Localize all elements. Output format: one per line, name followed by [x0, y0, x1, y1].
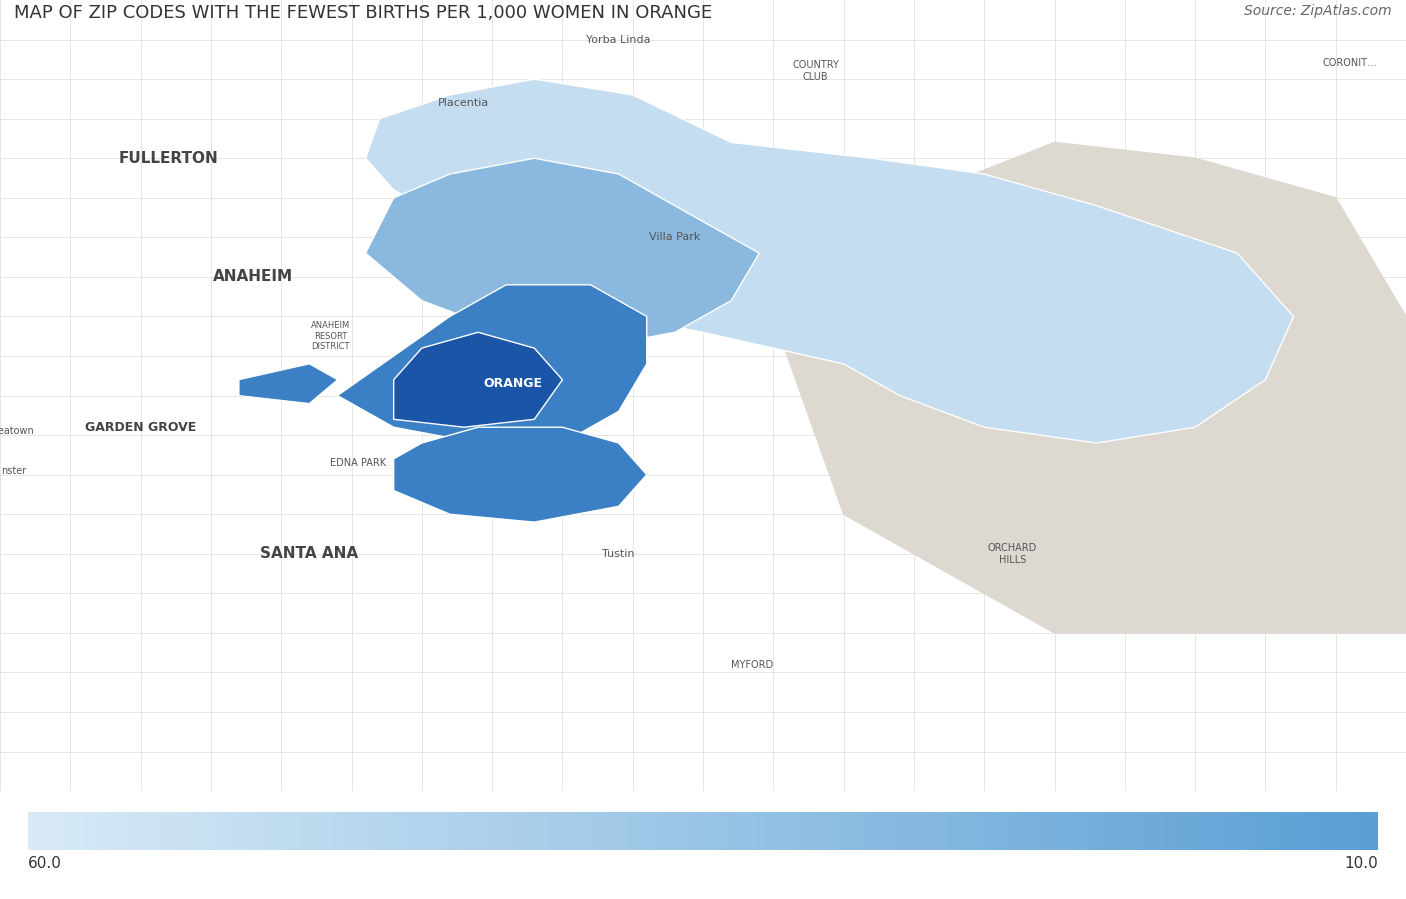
- Polygon shape: [366, 158, 759, 348]
- Polygon shape: [239, 364, 337, 404]
- Text: 10.0: 10.0: [1344, 856, 1378, 871]
- Polygon shape: [366, 79, 1294, 443]
- Text: ANAHEIM: ANAHEIM: [214, 270, 292, 284]
- Text: GARDEN GROVE: GARDEN GROVE: [84, 421, 197, 433]
- Text: Placentia: Placentia: [439, 98, 489, 108]
- Text: ANAHEIM
RESORT
DISTRICT: ANAHEIM RESORT DISTRICT: [311, 321, 350, 352]
- Text: FULLERTON: FULLERTON: [120, 151, 218, 165]
- Text: ORCHARD
HILLS: ORCHARD HILLS: [987, 543, 1038, 565]
- Text: ORANGE: ORANGE: [484, 378, 543, 390]
- Text: EDNA PARK: EDNA PARK: [330, 458, 387, 467]
- Text: COUNTRY
CLUB: COUNTRY CLUB: [792, 60, 839, 82]
- Text: Yorba Linda: Yorba Linda: [586, 34, 651, 45]
- Text: reatown: reatown: [0, 426, 34, 436]
- Text: nster: nster: [1, 466, 27, 476]
- Text: Villa Park: Villa Park: [650, 232, 700, 243]
- Text: Source: ZipAtlas.com: Source: ZipAtlas.com: [1244, 4, 1392, 19]
- Polygon shape: [394, 333, 562, 427]
- Text: 60.0: 60.0: [28, 856, 62, 871]
- Text: MAP OF ZIP CODES WITH THE FEWEST BIRTHS PER 1,000 WOMEN IN ORANGE: MAP OF ZIP CODES WITH THE FEWEST BIRTHS …: [14, 4, 713, 22]
- Text: SANTA ANA: SANTA ANA: [260, 547, 359, 561]
- Text: Tustin: Tustin: [602, 548, 636, 559]
- Text: CORONIT…: CORONIT…: [1323, 58, 1376, 68]
- Polygon shape: [394, 427, 647, 522]
- Polygon shape: [337, 285, 647, 443]
- Polygon shape: [773, 142, 1406, 633]
- Text: MYFORD: MYFORD: [731, 660, 773, 670]
